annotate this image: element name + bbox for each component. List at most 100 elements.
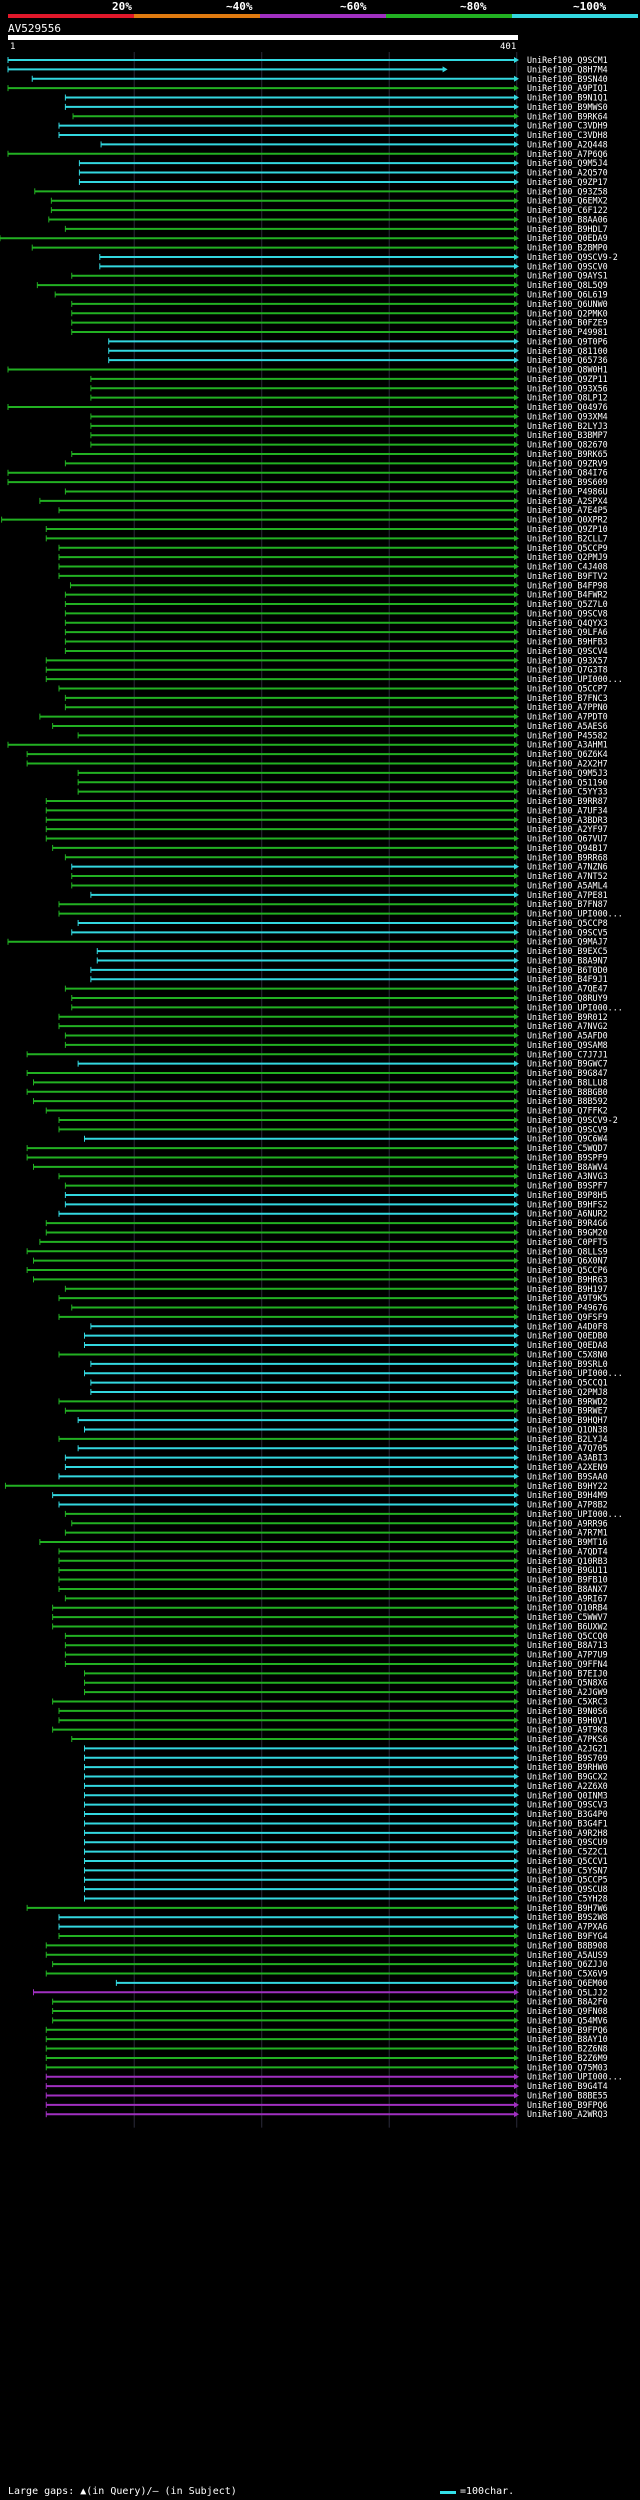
hit-row[interactable]: UniRef100_Q94B17 <box>52 843 608 853</box>
hit-row[interactable]: UniRef100_A7E4P5 <box>58 505 608 515</box>
hit-row[interactable]: UniRef100_A7NZN6 <box>71 862 608 872</box>
hit-row[interactable]: UniRef100_C5WQD7 <box>26 1143 608 1153</box>
hit-label[interactable]: UniRef100_B9RR68 <box>527 852 608 862</box>
hit-row[interactable]: UniRef100_A7QDT4 <box>58 1546 608 1556</box>
hit-row[interactable]: UniRef100_B4FWR2 <box>64 590 608 600</box>
hit-label[interactable]: UniRef100_A7PPN0 <box>527 702 608 712</box>
hit-row[interactable]: UniRef100_Q5CCQ0 <box>64 1631 608 1641</box>
hit-row[interactable]: UniRef100_B9GM20 <box>45 1228 608 1238</box>
hit-row[interactable]: UniRef100_B4FP98 <box>69 580 608 590</box>
hit-label[interactable]: UniRef100_Q9SCV9-2 <box>527 1115 618 1125</box>
hit-label[interactable]: UniRef100_Q9LFA6 <box>527 627 608 637</box>
hit-label[interactable]: UniRef100_B2LYJ3 <box>527 421 608 431</box>
hit-label[interactable]: UniRef100_C5X6V9 <box>527 1969 608 1979</box>
hit-label[interactable]: UniRef100_Q93Z58 <box>527 186 608 196</box>
hit-label[interactable]: UniRef100_A9RR96 <box>527 1518 608 1528</box>
hit-row[interactable]: UniRef100_Q6ZJJ0 <box>52 1959 608 1969</box>
hit-label[interactable]: UniRef100_B8BGB0 <box>527 1087 608 1097</box>
hit-row[interactable]: UniRef100_Q67VU7 <box>45 834 608 844</box>
hit-row[interactable]: UniRef100_Q54MV6 <box>52 2015 608 2025</box>
hit-row[interactable]: UniRef100_Q9SCV4 <box>64 646 608 656</box>
hit-row[interactable]: UniRef100_Q9SCU9 <box>84 1837 608 1847</box>
hit-label[interactable]: UniRef100_Q9FSF9 <box>527 1312 608 1322</box>
hit-label[interactable]: UniRef100_B7FNC3 <box>527 693 608 703</box>
hit-row[interactable]: UniRef100_B8A713 <box>64 1640 608 1650</box>
hit-label[interactable]: UniRef100_A7NZN6 <box>527 862 608 872</box>
hit-row[interactable]: UniRef100_Q1ON38 <box>84 1424 608 1434</box>
hit-row[interactable]: UniRef100_B9EXC5 <box>96 946 608 956</box>
hit-row[interactable]: UniRef100_Q5CCQ1 <box>90 1378 608 1388</box>
hit-row[interactable]: UniRef100_Q5CCP7 <box>58 683 608 693</box>
hit-row[interactable]: UniRef100_P4986U <box>64 486 608 496</box>
hit-row[interactable]: UniRef100_Q10RB4 <box>52 1603 608 1613</box>
hit-label[interactable]: UniRef100_B9N1Q1 <box>527 93 608 103</box>
hit-label[interactable]: UniRef100_B8AA06 <box>527 214 608 224</box>
hit-label[interactable]: UniRef100_Q5N8X6 <box>527 1678 608 1688</box>
hit-row[interactable]: UniRef100_B9SAA0 <box>58 1471 608 1481</box>
hit-row[interactable]: UniRef100_Q5CCP8 <box>77 918 608 928</box>
hit-row[interactable]: UniRef100_A7PPN0 <box>64 702 608 712</box>
hit-row[interactable]: UniRef100_B7EIJ0 <box>84 1668 608 1678</box>
hit-row[interactable]: UniRef100_B9FB10 <box>58 1575 608 1585</box>
hit-row[interactable]: UniRef100_B8A2F0 <box>52 1997 608 2007</box>
hit-label[interactable]: UniRef100_Q5CCP8 <box>527 918 608 928</box>
hit-row[interactable]: UniRef100_A7QE47 <box>64 984 608 994</box>
hit-row[interactable]: UniRef100_Q04976 <box>7 402 608 412</box>
hit-label[interactable]: UniRef100_B9MWS0 <box>527 102 608 112</box>
hit-label[interactable]: UniRef100_Q8RUY9 <box>527 993 608 1003</box>
hit-label[interactable]: UniRef100_B9G4T4 <box>527 2081 608 2091</box>
hit-label[interactable]: UniRef100_B9SPF9 <box>527 1152 608 1162</box>
hit-row[interactable]: UniRef100_C5XRC3 <box>52 1697 608 1707</box>
hit-label[interactable]: UniRef100_Q8LP12 <box>527 393 608 403</box>
hit-label[interactable]: UniRef100_B9FTV2 <box>527 571 608 581</box>
hit-label[interactable]: UniRef100_P49981 <box>527 327 608 337</box>
hit-label[interactable]: UniRef100_B9R012 <box>527 1012 608 1022</box>
hit-label[interactable]: UniRef100_B9SN40 <box>527 74 608 84</box>
hit-label[interactable]: UniRef100_B9FPQ6 <box>527 2100 608 2110</box>
hit-label[interactable]: UniRef100_Q6EMX2 <box>527 196 608 206</box>
hit-row[interactable]: UniRef100_B9SPF9 <box>26 1152 608 1162</box>
hit-row[interactable]: UniRef100_Q9FFN4 <box>64 1659 608 1669</box>
hit-label[interactable]: UniRef100_Q6ZJJ0 <box>527 1959 608 1969</box>
hit-label[interactable]: UniRef100_A7PDT0 <box>527 712 608 722</box>
hit-label[interactable]: UniRef100_Q9ZP17 <box>527 177 608 187</box>
hit-label[interactable]: UniRef100_B9N0S6 <box>527 1706 608 1716</box>
hit-label[interactable]: UniRef100_B9G847 <box>527 1068 608 1078</box>
hit-label[interactable]: UniRef100_B9P8H5 <box>527 1190 608 1200</box>
hit-label[interactable]: UniRef100_A5AFD0 <box>527 1031 608 1041</box>
hit-row[interactable]: UniRef100_B7FNC3 <box>64 693 608 703</box>
hit-row[interactable]: UniRef100_B9G847 <box>26 1068 608 1078</box>
hit-label[interactable]: UniRef100_Q8W0H1 <box>527 365 608 375</box>
hit-row[interactable]: UniRef100_B9FPQ6 <box>45 2025 608 2035</box>
hit-label[interactable]: UniRef100_Q9SCV9-2 <box>527 252 618 262</box>
hit-row[interactable]: UniRef100_C5YSN7 <box>84 1865 608 1875</box>
hit-row[interactable]: UniRef100_Q9SCV0 <box>99 261 608 271</box>
hit-row[interactable]: UniRef100_Q7FFK2 <box>45 1106 608 1116</box>
hit-label[interactable]: UniRef100_B9SRL0 <box>527 1359 608 1369</box>
hit-row[interactable]: UniRef100_Q9SCM1 <box>7 55 608 65</box>
hit-label[interactable]: UniRef100_A9PIQ1 <box>527 83 608 93</box>
hit-row[interactable]: UniRef100_P45582 <box>77 730 608 740</box>
hit-label[interactable]: UniRef100_B9GCX2 <box>527 1772 608 1782</box>
hit-row[interactable]: UniRef100_B9SN40 <box>31 74 608 84</box>
hit-label[interactable]: UniRef100_Q94B17 <box>527 843 608 853</box>
hit-label[interactable]: UniRef100_C5YSN7 <box>527 1865 608 1875</box>
hit-label[interactable]: UniRef100_B0FZE9 <box>527 318 608 328</box>
hit-label[interactable]: UniRef100_B4F9J1 <box>527 974 608 984</box>
hit-label[interactable]: UniRef100_Q9SCV4 <box>527 646 608 656</box>
hit-row[interactable]: UniRef100_B8AA06 <box>48 214 608 224</box>
hit-label[interactable]: UniRef100_B9S609 <box>527 477 608 487</box>
hit-label[interactable]: UniRef100_Q1ON38 <box>527 1424 608 1434</box>
hit-label[interactable]: UniRef100_Q4QYX3 <box>527 618 608 628</box>
hit-label[interactable]: UniRef100_C3VDH9 <box>527 121 608 131</box>
hit-row[interactable]: UniRef100_A9T9K8 <box>52 1725 608 1735</box>
hit-label[interactable]: UniRef100_C6F122 <box>527 205 608 215</box>
hit-row[interactable]: UniRef100_B4F9J1 <box>90 974 608 984</box>
hit-label[interactable]: UniRef100_B3G4F1 <box>527 1818 608 1828</box>
hit-label[interactable]: UniRef100_Q51190 <box>527 777 608 787</box>
hit-row[interactable]: UniRef100_A4D0F8 <box>90 1321 608 1331</box>
hit-row[interactable]: UniRef100_Q9SCV9-2 <box>99 252 618 262</box>
hit-row[interactable]: UniRef100_B9RWD2 <box>58 1396 608 1406</box>
hit-label[interactable]: UniRef100_B9H4M9 <box>527 1490 608 1500</box>
hit-row[interactable]: UniRef100_B9P8H5 <box>64 1190 608 1200</box>
